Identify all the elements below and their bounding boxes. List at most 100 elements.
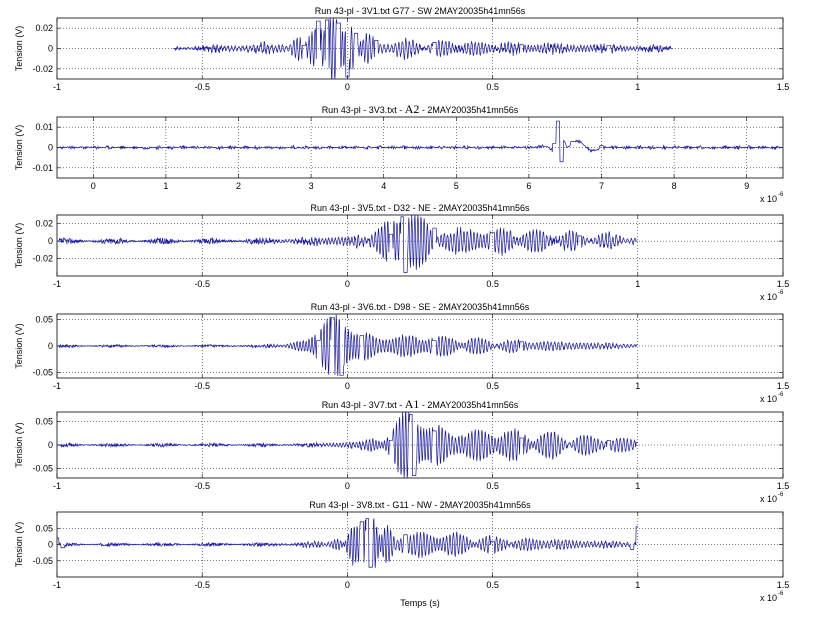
x-tick-label: -0.5: [194, 82, 210, 92]
title-run: Run 43-pl - 3V5.txt: [311, 203, 389, 213]
x-tick-label: 1.5: [777, 381, 790, 391]
x-tick-label: 0: [345, 279, 350, 289]
title-sensor: - D32 - NE -: [388, 203, 436, 213]
x-multiplier-exponent: -6: [778, 492, 784, 498]
x-tick-label: 0.5: [486, 381, 499, 391]
x-multiplier: x 10: [760, 292, 777, 302]
x-multiplier: x 10: [760, 593, 777, 603]
x-tick-label: 0.5: [486, 82, 499, 92]
title-sensor: G77 - SW: [392, 6, 432, 16]
y-axis-label: Tension (V): [14, 26, 24, 72]
x-tick-label: -1: [53, 381, 61, 391]
x-tick-label: 1: [163, 181, 168, 191]
x-tick-label: 1: [635, 481, 640, 491]
y-tick-label: 0: [48, 540, 53, 550]
x-tick-label: -1: [53, 279, 61, 289]
x-axis-label: Temps (s): [400, 598, 440, 608]
y-tick-label: -0.02: [32, 254, 53, 264]
x-tick-label: 0: [345, 481, 350, 491]
signal-trace-2: [57, 120, 783, 163]
title-run: Run 43-pl - 3V6.txt: [311, 302, 389, 312]
x-tick-label: 0.5: [486, 279, 499, 289]
y-tick-label: 0.01: [35, 122, 53, 132]
x-tick-label: 8: [672, 181, 677, 191]
title-date: - 2MAY20035h41mn56s: [419, 105, 518, 115]
x-tick-label: 3: [309, 181, 314, 191]
title-date: 2MAY20035h41mn56s: [437, 500, 531, 510]
y-tick-label: -0.05: [32, 464, 53, 474]
x-tick-label: 0: [345, 381, 350, 391]
x-multiplier-exponent: -6: [778, 392, 784, 398]
y-tick-label: 0.02: [35, 23, 53, 33]
y-tick-label: 0.05: [35, 314, 53, 324]
y-tick-label: 0: [48, 440, 53, 450]
x-tick-label: 2: [236, 181, 241, 191]
signal-trace-3: [57, 214, 638, 273]
title-date: 2MAY20035h41mn56s: [432, 6, 526, 16]
y-tick-label: 0: [48, 44, 53, 54]
x-tick-label: 1.5: [777, 481, 790, 491]
title-run: Run 43-pl - 3V8.txt: [309, 500, 387, 510]
x-tick-label: 0.5: [486, 481, 499, 491]
y-tick-label: -0.02: [32, 64, 53, 74]
chart-title-2: Run 43-pl - 3V3.txt - A2 - 2MAY20035h41m…: [322, 102, 519, 116]
x-tick-label: 5: [454, 181, 459, 191]
y-axis-label: Tension (V): [14, 522, 24, 568]
chart-title-5: Run 43-pl - 3V7.txt - A1 - 2MAY20035h41m…: [322, 397, 519, 411]
x-tick-label: -1: [53, 580, 61, 590]
chart-title-6: Run 43-pl - 3V8.txt - G11 - NW - 2MAY200…: [309, 500, 531, 510]
x-tick-label: -0.5: [194, 481, 210, 491]
x-tick-label: 4: [381, 181, 386, 191]
title-sensor: - D98 - SE -: [388, 302, 436, 312]
x-tick-label: 6: [526, 181, 531, 191]
chart-title-3: Run 43-pl - 3V5.txt - D32 - NE - 2MAY200…: [311, 203, 530, 213]
chart-title-1: Run 43-pl - 3V1.txt G77 - SW 2MAY20035h4…: [315, 6, 526, 16]
x-tick-label: -1: [53, 481, 61, 491]
title-run: Run 43-pl - 3V3.txt -: [322, 105, 405, 115]
signal-trace-5: [57, 411, 638, 479]
y-tick-label: 0: [48, 341, 53, 351]
title-sensor: - G11 - NW -: [387, 500, 437, 510]
x-tick-label: 1: [635, 381, 640, 391]
x-tick-label: -0.5: [194, 381, 210, 391]
x-multiplier-exponent: -6: [778, 290, 784, 296]
title-sensor: A1: [405, 397, 420, 411]
y-axis-label: Tension (V): [14, 422, 24, 468]
y-tick-label: 0.05: [35, 523, 53, 533]
x-tick-label: 0: [91, 181, 96, 191]
y-tick-label: -0.01: [32, 163, 53, 173]
x-multiplier: x 10: [760, 194, 777, 204]
y-tick-label: 0: [48, 236, 53, 246]
x-tick-label: 1: [635, 279, 640, 289]
x-tick-label: 0.5: [486, 580, 499, 590]
signal-trace-4: [57, 314, 638, 376]
y-tick-label: 0: [48, 143, 53, 153]
x-multiplier: x 10: [760, 394, 777, 404]
y-axis-label: Tension (V): [14, 125, 24, 171]
x-tick-label: 1: [635, 82, 640, 92]
signal-trace-6: [57, 518, 638, 569]
x-tick-label: -0.5: [194, 279, 210, 289]
x-tick-label: 1.5: [777, 279, 790, 289]
title-run: Run 43-pl - 3V7.txt -: [322, 400, 405, 410]
x-multiplier-exponent: -6: [778, 192, 784, 198]
title-date: 2MAY20035h41mn56s: [436, 302, 530, 312]
signal-trace-1: [173, 17, 673, 80]
y-axis-label: Tension (V): [14, 223, 24, 269]
x-tick-label: 1.5: [777, 580, 790, 590]
y-tick-label: -0.05: [32, 368, 53, 378]
chart-title-4: Run 43-pl - 3V6.txt - D98 - SE - 2MAY200…: [311, 302, 530, 312]
y-tick-label: 0.05: [35, 416, 53, 426]
x-tick-label: 7: [599, 181, 604, 191]
x-tick-label: 0: [345, 82, 350, 92]
x-tick-label: -1: [53, 82, 61, 92]
x-multiplier: x 10: [760, 494, 777, 504]
y-tick-label: -0.05: [32, 556, 53, 566]
y-tick-label: 0.02: [35, 219, 53, 229]
x-tick-label: 9: [744, 181, 749, 191]
title-date: 2MAY20035h41mn56s: [436, 203, 530, 213]
title-date: - 2MAY20035h41mn56s: [419, 400, 518, 410]
title-sensor: A2: [405, 102, 420, 116]
x-tick-label: 1.5: [777, 82, 790, 92]
